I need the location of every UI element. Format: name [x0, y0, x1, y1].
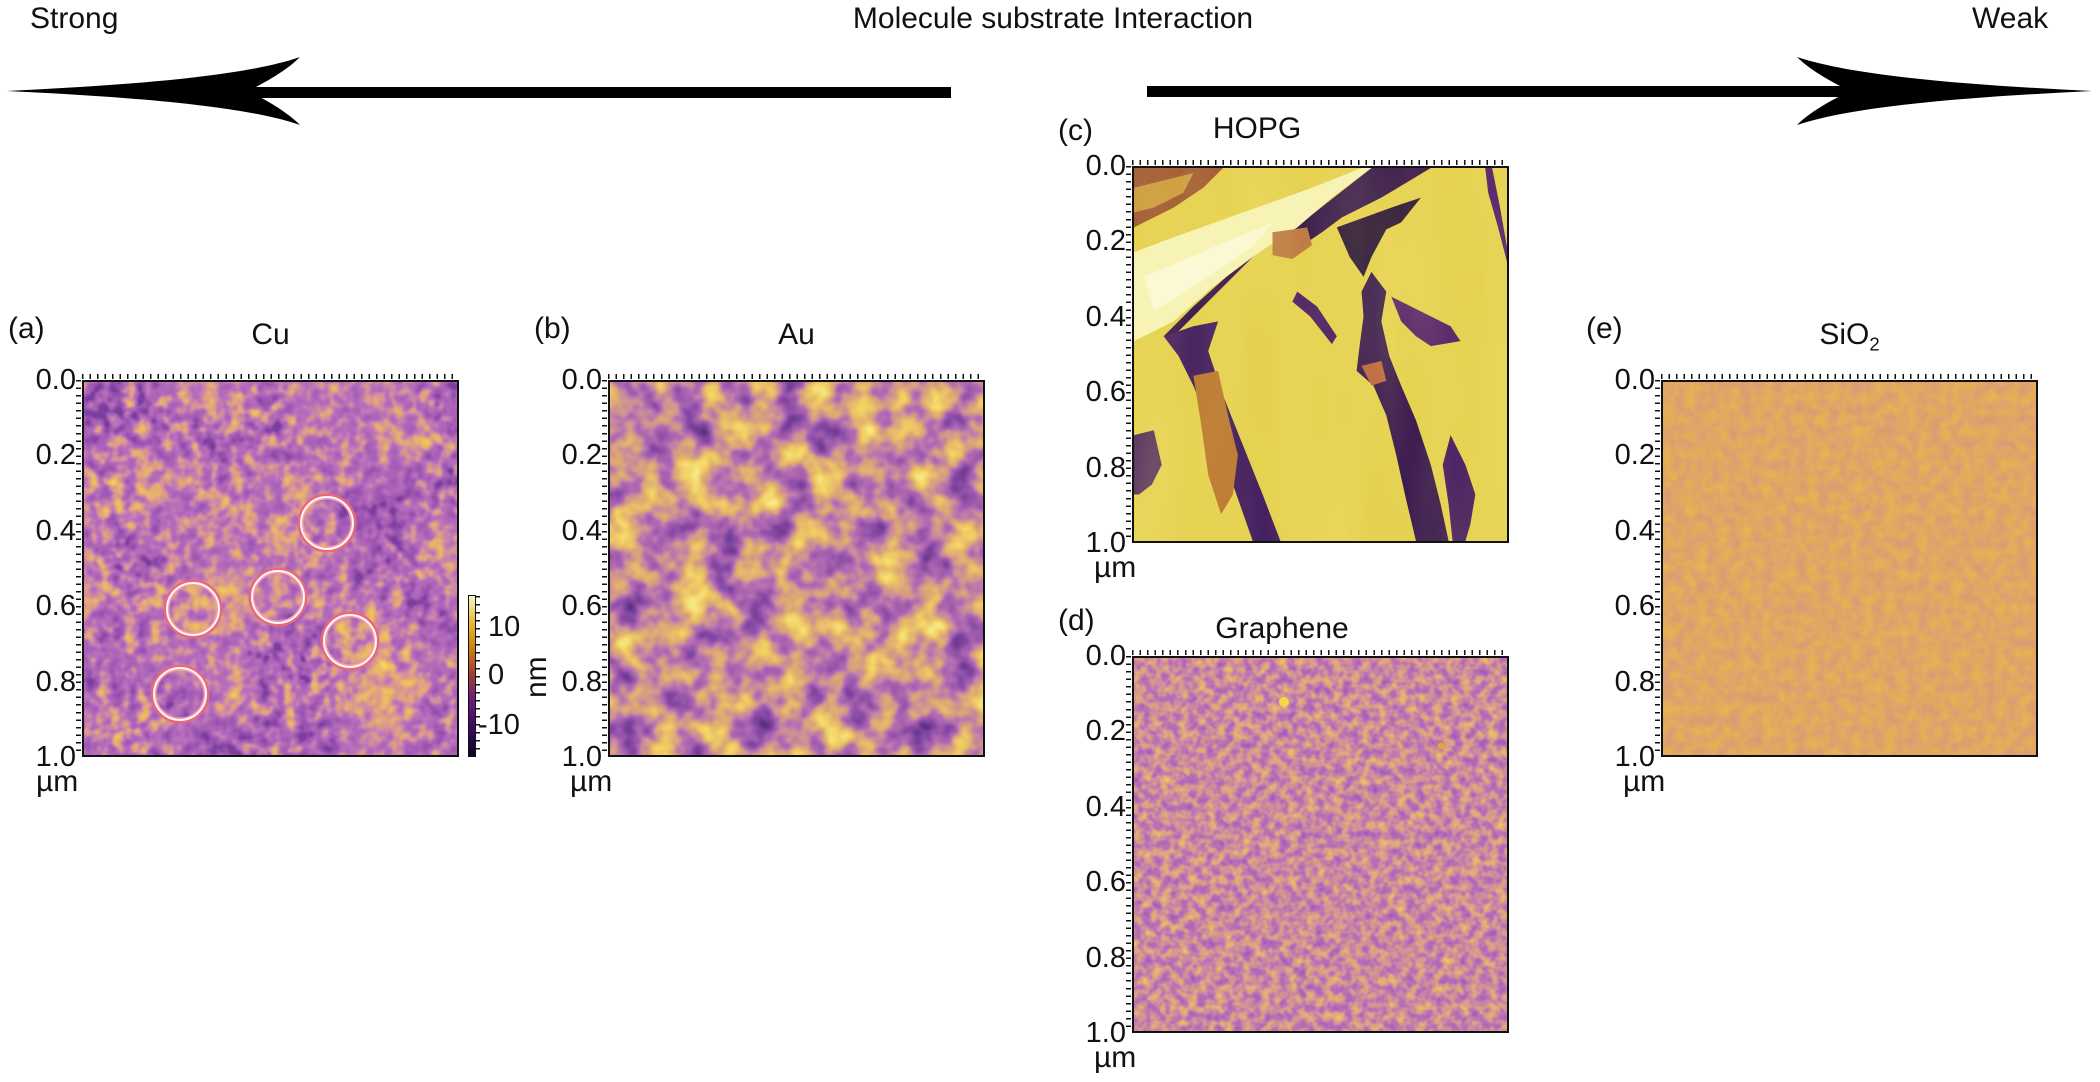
y-tick-label: 0.0: [1614, 364, 1655, 396]
panel-letter: (b): [534, 312, 571, 345]
x-axis-ticks: [608, 374, 985, 379]
panel-title: Graphene: [1215, 612, 1349, 645]
y-tick-label: 0.4: [561, 515, 602, 547]
y-axis-ticks: [76, 380, 81, 757]
y-tick-label: 1.0: [561, 741, 602, 773]
x-axis-ticks: [82, 374, 459, 379]
y-tick-label: 0.6: [561, 590, 602, 622]
axis-unit: µm: [1094, 551, 1137, 584]
y-axis-ticks: [1126, 656, 1131, 1033]
panel-letter: (c): [1058, 114, 1093, 147]
y-tick-label: 0.0: [1085, 640, 1126, 672]
y-tick-label: 0.2: [1614, 439, 1655, 471]
y-tick-label: 0.8: [1085, 452, 1126, 484]
y-tick-label: 0.8: [35, 666, 76, 698]
y-tick-label: 0.4: [1085, 301, 1126, 333]
axis-unit: µm: [1623, 765, 1666, 798]
x-axis-ticks: [1132, 160, 1509, 165]
panel-letter: (e): [1586, 312, 1623, 345]
title-main: SiO: [1819, 318, 1870, 351]
afm-image-graphene: [1126, 650, 1509, 1033]
y-axis-ticks: [1126, 166, 1131, 543]
y-tick-label: 0.6: [1085, 866, 1126, 898]
afm-image-cu: [76, 374, 459, 757]
y-axis-ticks: [602, 380, 607, 757]
y-tick-label: 1.0: [35, 741, 76, 773]
y-tick-label: 0.6: [35, 590, 76, 622]
panel-title: SiO2: [1661, 318, 2038, 362]
afm-image-sio2: [1655, 374, 2038, 757]
highlight-circle: [300, 496, 354, 550]
y-tick-label: 0.0: [561, 364, 602, 396]
x-axis-ticks: [1132, 650, 1509, 655]
arrow-left-icon: [7, 57, 951, 125]
interaction-arrows: [7, 57, 2092, 125]
y-tick-label: 0.0: [35, 364, 76, 396]
y-tick-label: 0.2: [35, 439, 76, 471]
weak-label: Weak: [1972, 2, 2049, 35]
y-tick-label: 0.2: [561, 439, 602, 471]
highlight-circle: [153, 667, 207, 721]
afm-image-au: [602, 374, 985, 757]
y-tick-label: 0.2: [1085, 225, 1126, 257]
strong-label: Strong: [30, 2, 119, 35]
highlight-circle: [166, 582, 220, 636]
panel-title: HOPG: [1212, 112, 1302, 145]
y-tick-label: 0.8: [1085, 942, 1126, 974]
title-subscript: 2: [1869, 333, 1880, 355]
x-axis-ticks: [1661, 374, 2038, 379]
highlight-circle: [251, 570, 305, 624]
y-tick-label: 0.4: [1085, 791, 1126, 823]
panel-title: Cu: [251, 318, 290, 351]
y-tick-label: 0.2: [1085, 715, 1126, 747]
panel-letter: (a): [8, 312, 45, 345]
colorbar: [468, 595, 480, 757]
afm-image-hopg: [1126, 160, 1509, 543]
y-tick-label: 0.6: [1085, 376, 1126, 408]
y-tick-label: 1.0: [1085, 527, 1126, 559]
axis-unit: µm: [36, 765, 79, 798]
colorbar-ticks: [476, 596, 480, 756]
colorbar-tick-label: 0: [488, 659, 505, 691]
y-tick-label: 0.6: [1614, 590, 1655, 622]
axis-unit: µm: [1094, 1041, 1137, 1074]
y-axis-ticks: [1655, 380, 1660, 757]
y-tick-label: 1.0: [1614, 741, 1655, 773]
panel-letter: (d): [1058, 604, 1095, 637]
y-tick-label: 0.0: [1085, 150, 1126, 182]
y-tick-label: 0.4: [35, 515, 76, 547]
y-tick-label: 0.4: [1614, 515, 1655, 547]
panel-title: Au: [778, 318, 815, 351]
axis-unit: µm: [570, 765, 613, 798]
y-tick-label: 0.8: [561, 666, 602, 698]
arrow-right-icon: [1147, 57, 2092, 125]
y-tick-label: 1.0: [1085, 1017, 1126, 1049]
colorbar-tick-label: -10: [478, 709, 520, 741]
highlight-circle: [323, 614, 377, 668]
colorbar-tick-label: 10: [488, 611, 521, 643]
y-tick-label: 0.8: [1614, 666, 1655, 698]
interaction-title: Molecule substrate Interaction: [852, 2, 1254, 35]
